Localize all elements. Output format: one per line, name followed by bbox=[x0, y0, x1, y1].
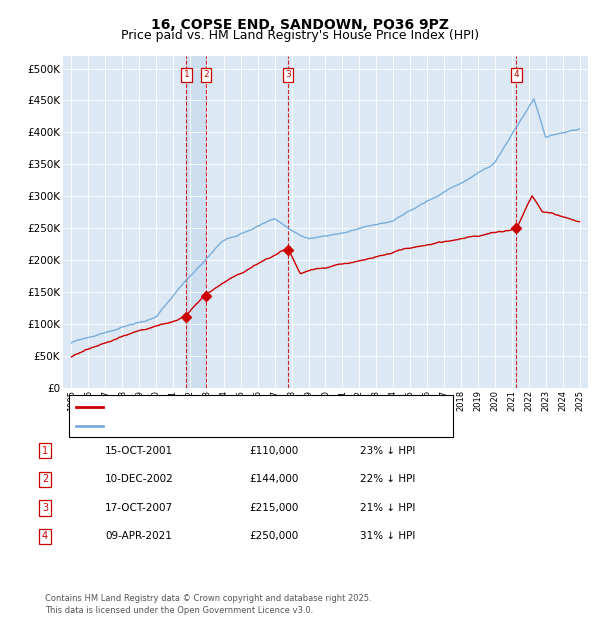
Text: 31% ↓ HPI: 31% ↓ HPI bbox=[360, 531, 415, 541]
Text: 3: 3 bbox=[42, 503, 48, 513]
Bar bbox=[187, 56, 206, 388]
Text: 23% ↓ HPI: 23% ↓ HPI bbox=[360, 446, 415, 456]
Text: 15-OCT-2001: 15-OCT-2001 bbox=[105, 446, 173, 456]
Text: 2: 2 bbox=[42, 474, 48, 484]
Text: 4: 4 bbox=[514, 71, 519, 79]
Text: 1: 1 bbox=[42, 446, 48, 456]
Text: 16, COPSE END, SANDOWN, PO36 9PZ (detached house): 16, COPSE END, SANDOWN, PO36 9PZ (detach… bbox=[107, 402, 385, 412]
Text: HPI: Average price, detached house, Isle of Wight: HPI: Average price, detached house, Isle… bbox=[107, 421, 349, 431]
Text: 16, COPSE END, SANDOWN, PO36 9PZ: 16, COPSE END, SANDOWN, PO36 9PZ bbox=[151, 18, 449, 32]
Text: 3: 3 bbox=[285, 71, 291, 79]
Text: Contains HM Land Registry data © Crown copyright and database right 2025.
This d: Contains HM Land Registry data © Crown c… bbox=[45, 594, 371, 615]
Text: 17-OCT-2007: 17-OCT-2007 bbox=[105, 503, 173, 513]
Text: 2: 2 bbox=[203, 71, 209, 79]
Text: 1: 1 bbox=[184, 71, 190, 79]
Text: Price paid vs. HM Land Registry's House Price Index (HPI): Price paid vs. HM Land Registry's House … bbox=[121, 30, 479, 42]
Text: 4: 4 bbox=[42, 531, 48, 541]
Text: £215,000: £215,000 bbox=[249, 503, 298, 513]
Text: 22% ↓ HPI: 22% ↓ HPI bbox=[360, 474, 415, 484]
Text: £144,000: £144,000 bbox=[249, 474, 298, 484]
Text: £250,000: £250,000 bbox=[249, 531, 298, 541]
Text: 09-APR-2021: 09-APR-2021 bbox=[105, 531, 172, 541]
Text: £110,000: £110,000 bbox=[249, 446, 298, 456]
Text: 21% ↓ HPI: 21% ↓ HPI bbox=[360, 503, 415, 513]
Text: 10-DEC-2002: 10-DEC-2002 bbox=[105, 474, 174, 484]
